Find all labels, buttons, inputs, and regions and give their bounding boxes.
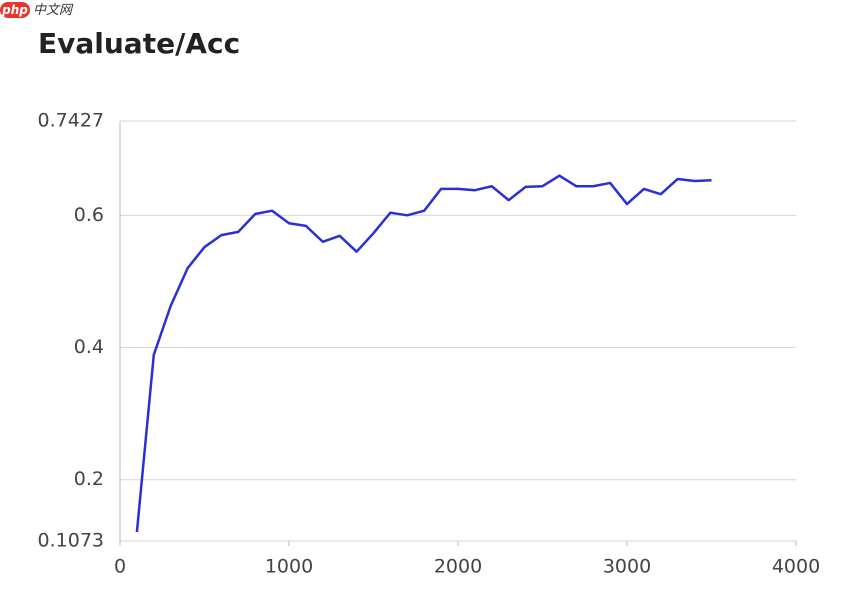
y-tick-label: 0.1073 [38, 530, 104, 552]
y-tick-label: 0.2 [74, 468, 104, 490]
x-tick-label: 1000 [265, 556, 313, 578]
x-tick-label: 2000 [434, 556, 482, 578]
watermark-logo-badge [0, 2, 30, 18]
y-tick-label: 0.6 [74, 204, 104, 226]
x-tick-label: 0 [114, 556, 126, 578]
chart-title: Evaluate/Acc [38, 27, 240, 60]
watermark-logo: php [1, 3, 28, 17]
x-tick-label: 4000 [772, 556, 820, 578]
x-tick-label: 3000 [603, 556, 651, 578]
y-tick-label: 0.4 [74, 336, 104, 358]
y-tick-label: 0.7427 [38, 110, 104, 132]
data-line [135, 174, 712, 533]
watermark-text: 中文网 [33, 2, 74, 18]
